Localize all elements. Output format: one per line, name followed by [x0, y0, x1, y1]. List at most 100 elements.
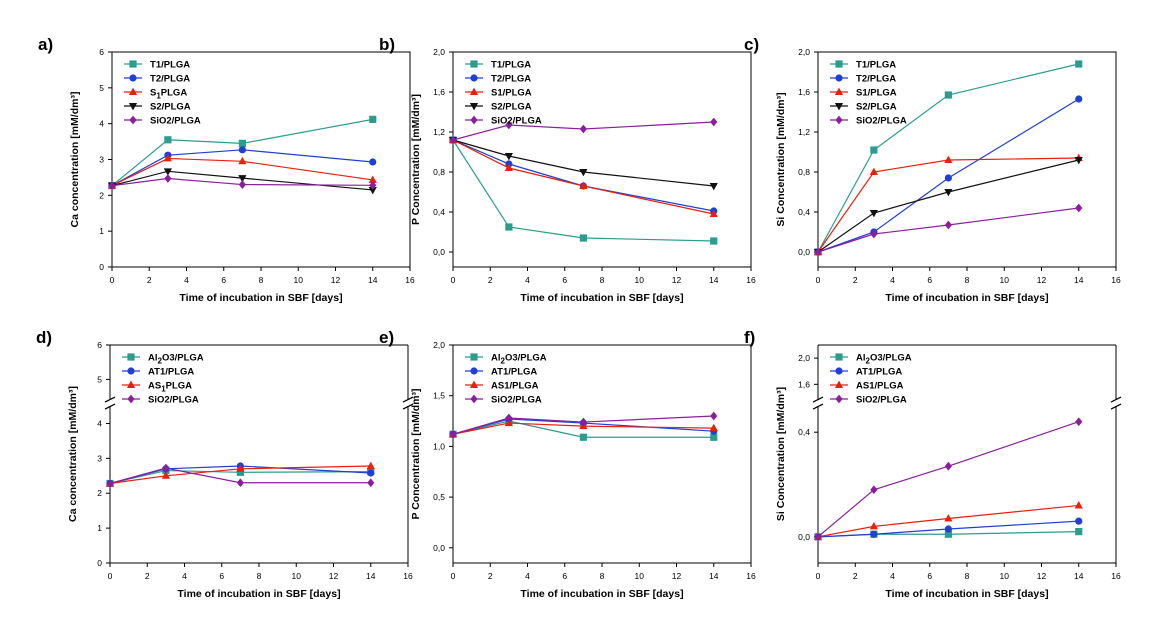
axis-break-mark	[812, 396, 824, 403]
chart-panel-e: e) 0 2 4 6 8 10 12 14 16 0,0 0,5 1,0 1,5 2,0 Time of in…	[379, 328, 756, 600]
series-line	[452, 139, 714, 187]
data-point	[869, 521, 878, 530]
series-line	[452, 422, 714, 435]
data-point	[106, 479, 114, 488]
data-point	[505, 120, 513, 130]
series-line	[111, 177, 373, 187]
data-point	[1075, 95, 1083, 103]
series-line	[111, 118, 373, 187]
x-tick-label: 10	[292, 571, 302, 581]
series-t2-plga	[814, 95, 1083, 256]
x-tick-label: 0	[110, 275, 115, 285]
data-point	[162, 463, 170, 473]
x-tick-label: 10	[635, 571, 645, 581]
y-tick-label: 2,0	[433, 340, 445, 350]
legend-marker	[127, 353, 135, 361]
data-point	[449, 135, 457, 145]
legend-label: T1/PLGA	[491, 60, 531, 71]
legend-label: SiO2/PLGA	[491, 395, 542, 406]
data-point	[238, 139, 246, 147]
axis-break-mark	[1110, 396, 1122, 403]
data-point	[1075, 517, 1083, 525]
data-point	[870, 485, 878, 495]
y-tick-label: 1,0	[433, 441, 445, 451]
legend-label: SiO2/PLGA	[491, 116, 542, 127]
series-line	[817, 421, 1079, 538]
data-point	[709, 423, 718, 432]
data-point	[944, 189, 953, 197]
series-line	[817, 504, 1079, 538]
x-tick-label: 8	[965, 571, 970, 581]
y-tick-label: 1,5	[433, 391, 445, 401]
data-point	[869, 210, 878, 218]
plot-frame	[452, 344, 752, 564]
legend-marker	[469, 103, 479, 111]
x-tick-label: 10	[294, 275, 304, 285]
legend-label: S1/PLGA	[491, 88, 532, 99]
data-point	[504, 153, 513, 161]
series-line	[817, 159, 1079, 253]
x-tick-label: 14	[1074, 571, 1084, 581]
y-axis-label: P Concentration [mM/dm³]	[410, 94, 422, 225]
y-tick-label: 6	[99, 47, 104, 57]
data-point	[1075, 60, 1083, 68]
data-point	[108, 181, 116, 191]
data-point	[164, 174, 172, 183]
legend-label: AS1PLGA	[148, 381, 192, 394]
x-tick-label: 16	[1111, 275, 1121, 285]
y-tick-label: 5	[97, 374, 102, 384]
panel-label: f)	[744, 328, 755, 347]
x-axis-label: Time of incubation in SBF [days]	[177, 588, 340, 600]
x-tick-label: 2	[488, 275, 493, 285]
data-point	[944, 514, 953, 522]
x-tick-label: 6	[927, 275, 932, 285]
data-point	[236, 468, 244, 476]
data-point	[368, 186, 377, 195]
series-line	[111, 170, 373, 191]
data-point	[161, 471, 170, 479]
data-point	[579, 417, 587, 427]
legend-label: SiO2/PLGA	[148, 395, 199, 406]
panel-label: b)	[379, 35, 395, 54]
y-tick-label: 1,2	[798, 127, 810, 137]
y-tick-label: 0	[97, 558, 102, 568]
x-tick-label: 0	[816, 571, 821, 581]
legend-label: S1PLGA	[150, 88, 187, 101]
y-tick-label: 1,6	[798, 87, 810, 97]
series-line	[817, 63, 1079, 253]
series-sio2-plga	[814, 203, 1083, 257]
panel-label: c)	[744, 35, 759, 54]
x-tick-label: 14	[709, 275, 719, 285]
series-line	[817, 520, 1079, 538]
axis-break-mark	[1110, 403, 1122, 410]
data-point	[368, 175, 377, 183]
series-line	[817, 98, 1080, 253]
legend-label: AT1/PLGA	[148, 367, 194, 378]
x-tick-label: 14	[368, 275, 378, 285]
legend-label: T1/PLGA	[150, 60, 190, 71]
x-tick-label: 4	[890, 275, 895, 285]
data-point	[505, 413, 513, 423]
legend-marker	[835, 60, 843, 68]
legend-label: SiO2/PLGA	[856, 395, 907, 406]
data-point	[238, 156, 247, 165]
series-s2-plga	[813, 157, 1083, 257]
x-tick-label: 16	[746, 275, 756, 285]
legend-label: Al2O3/PLGA	[856, 353, 912, 366]
x-tick-label: 12	[1037, 571, 1047, 581]
x-tick-label: 12	[672, 275, 682, 285]
x-tick-label: 2	[853, 275, 858, 285]
legend-label: S2/PLGA	[856, 102, 897, 113]
x-tick-label: 6	[221, 275, 226, 285]
series-line	[452, 139, 714, 212]
x-axis-label: Time of incubation in SBF [days]	[520, 292, 683, 304]
axes: 0 2 4 6 8 10 12 14 16 0,0 0,4 0,8 1,2 1,6 2,0	[798, 47, 1121, 285]
data-point	[869, 167, 878, 175]
legend-marker	[127, 367, 135, 375]
x-tick-label: 0	[451, 275, 456, 285]
series-sio2-plga	[108, 174, 377, 191]
x-tick-label: 12	[329, 571, 339, 581]
legend-marker	[834, 380, 844, 388]
x-tick-label: 14	[709, 571, 719, 581]
data-point	[870, 146, 878, 154]
